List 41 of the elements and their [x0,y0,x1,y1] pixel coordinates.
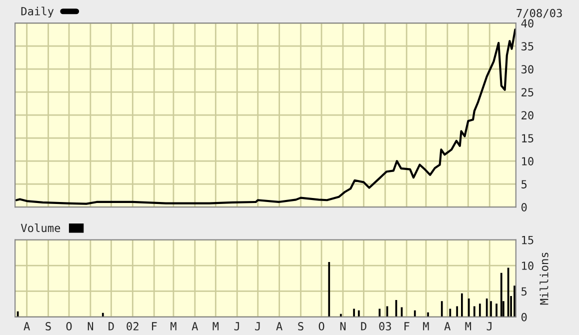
x-tick-label: S [298,322,304,330]
y-tick-label: 25 [522,88,534,96]
legend-label: Volume [20,223,60,232]
x-tick-label: 02 [126,322,138,330]
y-tick-label: 30 [521,65,534,74]
x-tick-label: M [423,322,429,330]
x-tick-label: J [234,322,239,330]
y-tick-label: 5 [522,180,527,188]
y-tick-label: 10 [522,157,534,166]
y-tick-label: 35 [521,42,534,51]
x-tick-label: F [152,322,157,330]
x-tick-label: O [66,322,72,330]
x-tick-label: J [255,322,260,330]
line-series [15,28,516,205]
x-tick-label: A [24,322,30,330]
x-tick-label: M [170,322,176,330]
x-tick-label: A [276,322,282,330]
x-tick-label: F [404,322,410,330]
x-tick-label: A [444,322,451,330]
x-tick-label: 03 [379,322,391,330]
y-tick-label: 0 [521,203,527,212]
y-axis-title: Millions [540,252,548,305]
y-tick-label: 20 [522,111,534,120]
text: 7/08/03 [516,8,562,18]
y-tick-label: 15 [522,134,534,142]
x-tick-label: D [108,322,114,330]
y-tick-label: 40 [521,19,534,28]
x-tick-label: J [486,322,492,330]
x-tick-label: N [340,322,346,330]
x-tick-label: O [318,322,324,330]
x-tick-label: M [212,322,219,330]
y-tick-label: 0 [521,312,527,322]
x-tick-label: D [361,322,366,330]
y-tick-label: 15 [522,236,534,244]
x-tick-label: S [46,322,51,330]
x-tick-label: M [465,322,472,330]
legend-label: Daily [21,6,54,18]
x-tick-label: N [88,322,94,330]
x-tick-label: A [192,322,198,330]
y-tick-label: 5 [522,287,527,296]
y-tick-label: 10 [522,262,534,270]
